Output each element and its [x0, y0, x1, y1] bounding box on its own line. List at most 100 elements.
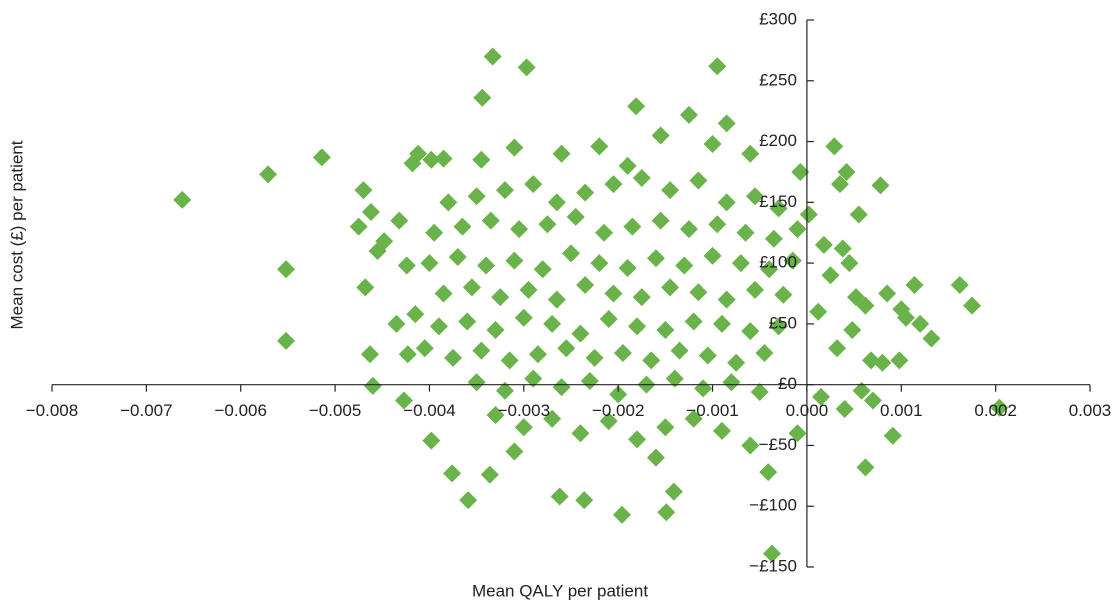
x-tick-label: 0.001	[880, 401, 923, 420]
point	[689, 171, 708, 190]
point	[477, 256, 496, 275]
point	[623, 217, 642, 236]
x-tick-label: −0.001	[686, 401, 738, 420]
point	[922, 329, 941, 348]
point	[825, 137, 844, 156]
point	[712, 314, 731, 333]
point	[397, 256, 416, 275]
point	[500, 351, 519, 370]
point	[651, 211, 670, 230]
point	[628, 317, 647, 336]
point	[595, 223, 614, 242]
point	[849, 205, 868, 224]
point	[911, 314, 930, 333]
point	[590, 137, 609, 156]
y-axis-title: Mean cost (£) per patient	[7, 140, 26, 329]
point	[467, 373, 486, 392]
point	[684, 312, 703, 331]
point	[472, 150, 491, 169]
point	[783, 251, 802, 270]
point	[406, 305, 425, 324]
point	[905, 275, 924, 294]
point	[703, 246, 722, 265]
point	[856, 458, 875, 477]
point	[514, 418, 533, 437]
point	[361, 345, 380, 364]
point	[830, 175, 849, 194]
point	[562, 244, 580, 263]
point	[575, 491, 594, 510]
x-tick-label: −0.003	[498, 401, 550, 420]
point	[429, 317, 448, 336]
x-tick-label: −0.006	[214, 401, 266, 420]
point	[759, 463, 778, 482]
point	[963, 296, 982, 315]
point	[632, 169, 651, 188]
point	[259, 165, 278, 184]
point	[856, 296, 875, 315]
x-tick-label: 0.003	[1069, 401, 1112, 420]
point	[878, 284, 897, 303]
point	[483, 47, 502, 66]
point	[679, 105, 698, 124]
point	[791, 162, 810, 181]
point	[609, 385, 628, 404]
point	[698, 346, 717, 365]
point	[480, 465, 499, 484]
y-tick-label: £0	[778, 374, 797, 393]
point	[547, 290, 566, 309]
point	[717, 193, 736, 212]
point	[434, 284, 453, 303]
x-tick-label: −0.004	[403, 401, 455, 420]
point	[656, 418, 675, 437]
point	[871, 176, 890, 195]
point	[741, 436, 760, 455]
point	[722, 373, 741, 392]
y-tick-label: £200	[759, 131, 797, 150]
point	[679, 220, 698, 239]
point	[599, 412, 618, 431]
point	[312, 148, 331, 167]
point	[670, 341, 689, 360]
point	[543, 409, 562, 428]
point	[486, 320, 505, 339]
point	[524, 369, 543, 388]
point	[604, 284, 623, 303]
point	[528, 345, 547, 364]
point	[809, 302, 828, 321]
point	[863, 391, 882, 410]
point	[604, 175, 623, 194]
point	[524, 175, 543, 194]
point	[571, 324, 590, 343]
point	[387, 314, 406, 333]
point	[769, 317, 788, 336]
point	[990, 398, 1009, 417]
point	[550, 487, 569, 506]
point	[349, 217, 368, 236]
point	[769, 199, 788, 218]
point	[788, 220, 807, 239]
point	[890, 351, 909, 370]
point	[394, 391, 413, 410]
point	[746, 187, 765, 206]
point	[657, 503, 676, 522]
point	[458, 312, 477, 331]
point	[356, 278, 375, 297]
point	[689, 283, 708, 302]
point	[708, 215, 727, 234]
point	[462, 278, 481, 297]
point	[505, 251, 524, 270]
point	[443, 464, 462, 483]
point	[538, 215, 557, 234]
point	[566, 207, 585, 226]
point	[277, 260, 296, 279]
point	[661, 278, 680, 297]
point	[459, 491, 478, 510]
point	[613, 344, 632, 363]
point	[422, 150, 441, 169]
point	[837, 162, 856, 181]
point	[552, 144, 571, 163]
point	[571, 424, 590, 443]
point	[788, 424, 807, 443]
